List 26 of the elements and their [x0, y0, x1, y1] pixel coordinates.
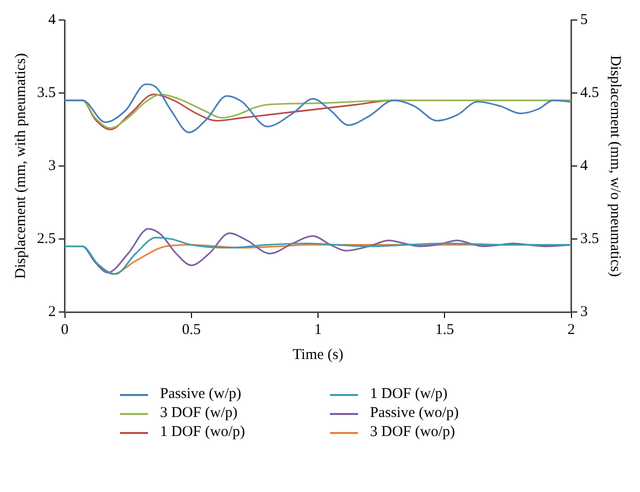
line-series — [64, 236, 572, 275]
y-tick-label: 4 — [48, 12, 56, 28]
y2-axis-title: Displacement (mm, w/o pneumatics) — [607, 55, 624, 277]
x-tick-label: 0 — [61, 322, 68, 338]
y-axis-title: Displacement (mm, with pneumatics) — [12, 53, 29, 279]
y2-tick-label: 4 — [580, 158, 588, 174]
x-axis-title: Time (s) — [292, 346, 344, 363]
x-tick-label: 1 — [314, 322, 322, 338]
legend-label: 3 DOF (w/p) — [160, 405, 238, 422]
y-tick-label: 2.5 — [37, 230, 56, 247]
legend-label: Passive (wo/p) — [370, 405, 459, 422]
x-tick-label: 1.5 — [435, 322, 454, 338]
y-tick-label: 3.5 — [37, 84, 56, 101]
legend-label: 1 DOF (wo/p) — [160, 424, 245, 441]
y-tick-label: 3 — [48, 158, 56, 174]
legend-label: 3 DOF (wo/p) — [370, 424, 455, 441]
x-tick-label: 0.5 — [182, 322, 201, 338]
y2-tick-label: 4.5 — [580, 84, 599, 101]
legend-label: 1 DOF (w/p) — [370, 386, 448, 403]
x-tick-label: 2 — [568, 322, 575, 338]
y2-tick-label: 5 — [580, 12, 588, 28]
legend-label: Passive (w/p) — [160, 386, 242, 403]
line-series — [64, 83, 572, 134]
y2-tick-label: 3 — [580, 304, 588, 320]
y2-tick-label: 3.5 — [580, 230, 599, 247]
y-tick-label: 2 — [48, 304, 56, 320]
